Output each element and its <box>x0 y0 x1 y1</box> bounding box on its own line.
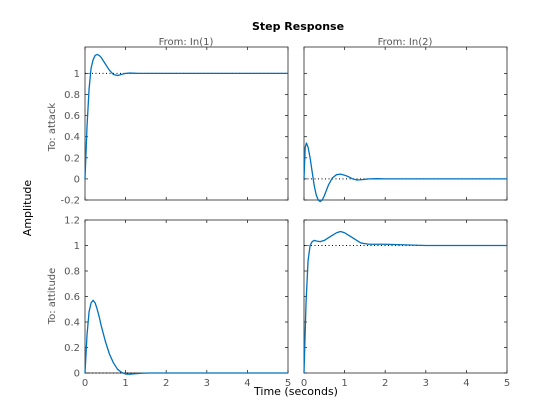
y-tick-label: 0.4 <box>64 318 80 329</box>
column-title-in2: From: In(2) <box>378 37 433 48</box>
x-tick-label: 0 <box>301 378 307 389</box>
x-tick-label: 4 <box>244 378 250 389</box>
y-tick-label: 0.6 <box>64 292 80 303</box>
x-tick-label: 3 <box>423 378 429 389</box>
subplot-grid: -0.200.20.40.60.810 1 2 3 4 500.20.40.60.811.… <box>60 46 510 390</box>
panel-attitude-in2: 0 1 2 3 4 5 <box>301 219 510 389</box>
row-label-attack: To: attack <box>47 103 58 153</box>
step-response-curve <box>303 230 507 374</box>
step-response-curve <box>84 299 288 375</box>
x-axis-label: Time (seconds) <box>253 385 338 398</box>
panel-attack-in1: -0.2 0 0.2 0.4 0.6 0.8 1 <box>60 46 289 207</box>
y-tick-label: 1 <box>74 241 80 252</box>
y-tick-label: 1 <box>74 69 80 80</box>
x-tick-label: 5 <box>504 378 510 389</box>
y-tick-label: 1.2 <box>64 216 80 227</box>
panel-attitude-in1-frame <box>84 219 289 374</box>
y-tick-label: 0 <box>74 174 80 185</box>
y-axis-label: Amplitude <box>21 180 34 237</box>
y-tick-label: 0.8 <box>64 267 80 278</box>
panel-attack-in2 <box>303 46 508 203</box>
panel-attitude-in1: 0 1 2 3 4 5 0 0.2 0.4 0.6 0.8 1 1.2 <box>64 216 291 390</box>
step-response-curve <box>84 53 288 179</box>
step-response-curve <box>303 142 507 203</box>
y-tick-label: 0.2 <box>64 153 80 164</box>
y-tick-label: 0.4 <box>64 132 80 143</box>
y-tick-label: 0.2 <box>64 343 80 354</box>
x-tick-label: 5 <box>285 378 291 389</box>
y-tick-label: -0.2 <box>60 196 80 207</box>
x-tick-label: 3 <box>204 378 210 389</box>
column-title-in1: From: In(1) <box>159 37 214 48</box>
x-tick-label: 2 <box>382 378 388 389</box>
row-label-attitude: To: attitude <box>47 268 58 326</box>
panel-attitude-in2-frame <box>303 219 508 374</box>
y-tick-label: 0.6 <box>64 111 80 122</box>
chart-title: Step Response <box>252 20 344 33</box>
x-tick-label: 2 <box>163 378 169 389</box>
y-tick-label: 0.8 <box>64 90 80 101</box>
x-tick-label: 4 <box>463 378 469 389</box>
x-tick-label: 1 <box>122 378 128 389</box>
x-tick-label: 1 <box>341 378 347 389</box>
y-tick-label: 0 <box>74 369 80 380</box>
panel-attack-in1-frame <box>84 46 289 201</box>
x-tick-label: 0 <box>82 378 88 389</box>
